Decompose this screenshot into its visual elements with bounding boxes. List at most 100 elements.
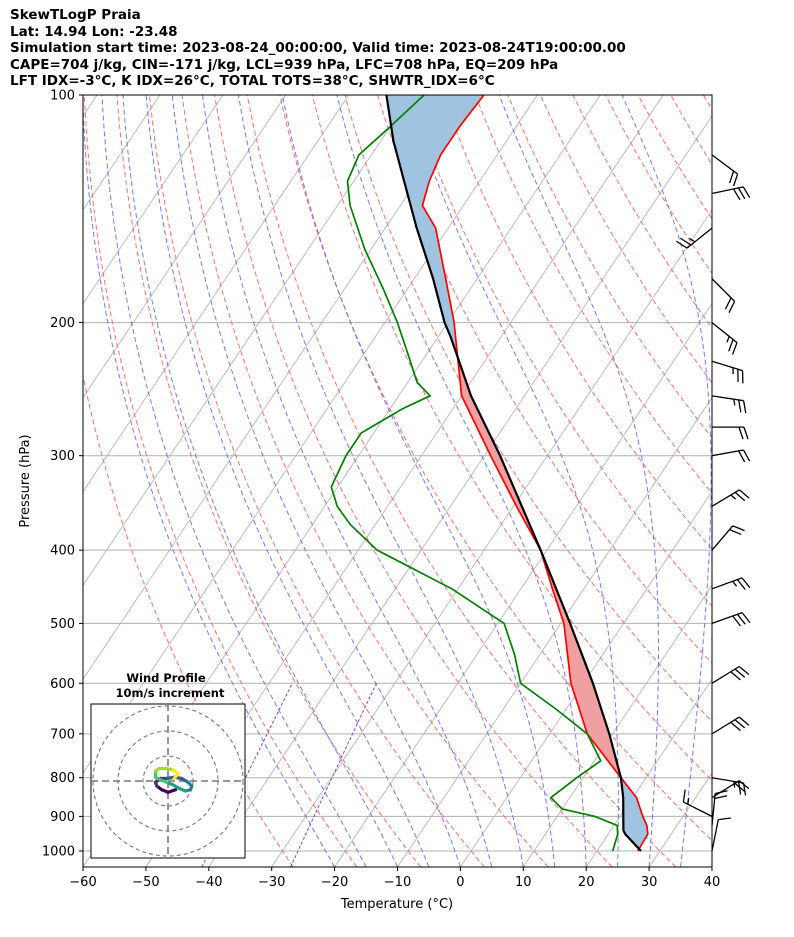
wind-barb-shaft <box>711 577 743 590</box>
moist-adiabat--5 <box>145 95 430 867</box>
wind-barb <box>711 777 747 796</box>
y-tick-label: 300 <box>50 449 75 464</box>
moist-adiabat--10 <box>122 95 398 867</box>
isotherm--80 <box>83 95 475 680</box>
wind-barb-shaft <box>711 322 738 344</box>
wind-barb-flag <box>729 529 742 536</box>
dry-adiabat--10 <box>116 95 422 867</box>
dry-adiabat-0 <box>148 95 485 867</box>
hodograph-segment <box>172 771 180 781</box>
dry-adiabat-90 <box>442 95 712 551</box>
wind-barb <box>711 278 736 313</box>
isotherm-10 <box>522 584 712 867</box>
wind-barb-shaft <box>711 716 740 735</box>
wind-barb-flag <box>718 817 731 821</box>
wind-barb-flag <box>742 782 747 796</box>
isotherm-40 <box>711 866 712 867</box>
dry-adiabat-110 <box>507 95 712 439</box>
wind-barb-flag <box>738 665 750 676</box>
wind-barb-flag <box>742 449 751 462</box>
wind-barb <box>711 449 751 463</box>
wind-barb-flag <box>741 612 751 624</box>
inset-subtitle: 10m/s increment <box>116 686 225 700</box>
dry-adiabat-10 <box>181 95 549 867</box>
wind-barb-shaft <box>711 154 738 175</box>
wind-barb-half-flag <box>687 797 690 805</box>
parcel-profile <box>385 95 642 852</box>
wind-barb-flag <box>738 426 744 440</box>
x-tick-label: −10 <box>384 875 411 890</box>
isotherm--20 <box>334 302 712 867</box>
y-tick-label: 500 <box>50 617 75 632</box>
wind-barb-flag <box>736 613 746 625</box>
wind-barb-flag <box>737 782 742 795</box>
wind-barb-shaft <box>683 801 713 817</box>
y-tick-label: 200 <box>50 316 75 331</box>
isotherm--110 <box>83 95 287 399</box>
dry-adiabat-20 <box>214 95 613 867</box>
wind-barb-flag <box>737 187 746 200</box>
wind-barb-flag <box>742 400 747 414</box>
wind-barb <box>711 525 745 551</box>
mixing-ratio-0.4 <box>290 683 377 867</box>
wind-barb-shaft <box>711 489 740 507</box>
dry-adiabat-80 <box>409 95 712 607</box>
wind-barb <box>712 426 749 440</box>
wind-barb <box>711 665 750 684</box>
wind-barb-flag <box>732 188 741 201</box>
y-tick-label: 600 <box>50 677 75 692</box>
x-tick-label: −60 <box>69 875 96 890</box>
dry-adiabat-120 <box>539 95 712 384</box>
wind-barb-flag <box>734 491 746 502</box>
wind-barb-half-flag <box>733 399 736 406</box>
wind-barb-shaft <box>711 819 719 852</box>
wind-profile-inset: Wind Profile 10m/s increment <box>90 671 246 859</box>
cape-line: CAPE=704 j/kg, CIN=-171 j/kg, LCL=939 hP… <box>10 56 559 73</box>
wind-barb <box>711 154 739 187</box>
wind-barb-shaft <box>711 665 740 684</box>
isotherm--100 <box>83 95 349 493</box>
dry-adiabat-140 <box>605 95 712 275</box>
x-tick-label: 40 <box>704 875 721 890</box>
grid-lines <box>83 95 712 867</box>
wind-barb <box>711 489 750 507</box>
y-tick-label: 1000 <box>42 844 75 859</box>
wind-barb <box>676 227 713 249</box>
dry-adiabat-100 <box>474 95 712 495</box>
isotherm-0 <box>460 490 712 867</box>
y-axis-label: Pressure (hPa) <box>18 434 33 527</box>
wind-barb-flag <box>728 339 734 352</box>
inset-title: Wind Profile <box>126 671 206 685</box>
isotherm-20 <box>585 678 712 867</box>
x-tick-label: −40 <box>195 875 222 890</box>
wind-barb-flag <box>739 489 750 499</box>
isotherm--10 <box>397 396 712 867</box>
moist-adiabat--15 <box>101 95 367 867</box>
wind-barb-shaft <box>711 360 743 372</box>
dry-adiabat-50 <box>311 95 712 782</box>
moist-adiabat-35 <box>621 95 712 867</box>
time-line: Simulation start time: 2023-08-24_00:00:… <box>10 40 626 56</box>
wind-barb <box>682 789 713 817</box>
chart-title: SkewTLogP Praia <box>10 7 141 23</box>
wind-barb-flag <box>743 426 749 440</box>
wind-barb-shaft <box>711 793 716 826</box>
dry-adiabat--30 <box>83 374 294 867</box>
cin-area <box>620 777 648 849</box>
x-tick-label: 20 <box>578 875 595 890</box>
isotherm--120 <box>83 95 224 305</box>
wind-barb-flag <box>737 450 746 463</box>
dry-adiabat-150 <box>637 95 712 220</box>
wind-barb-shaft <box>711 395 744 402</box>
moist-adiabat-15 <box>281 95 556 867</box>
dry-adiabat-170 <box>702 95 712 111</box>
wind-barb-shaft <box>686 227 713 249</box>
y-tick-label: 700 <box>50 727 75 742</box>
wind-barb-half-flag <box>689 237 696 243</box>
wind-barb-shaft <box>711 449 744 457</box>
wind-barb-half-flag <box>726 336 730 343</box>
wind-barb <box>711 817 731 852</box>
moist-adiabat-25 <box>406 95 619 867</box>
wind-barb <box>711 612 751 627</box>
